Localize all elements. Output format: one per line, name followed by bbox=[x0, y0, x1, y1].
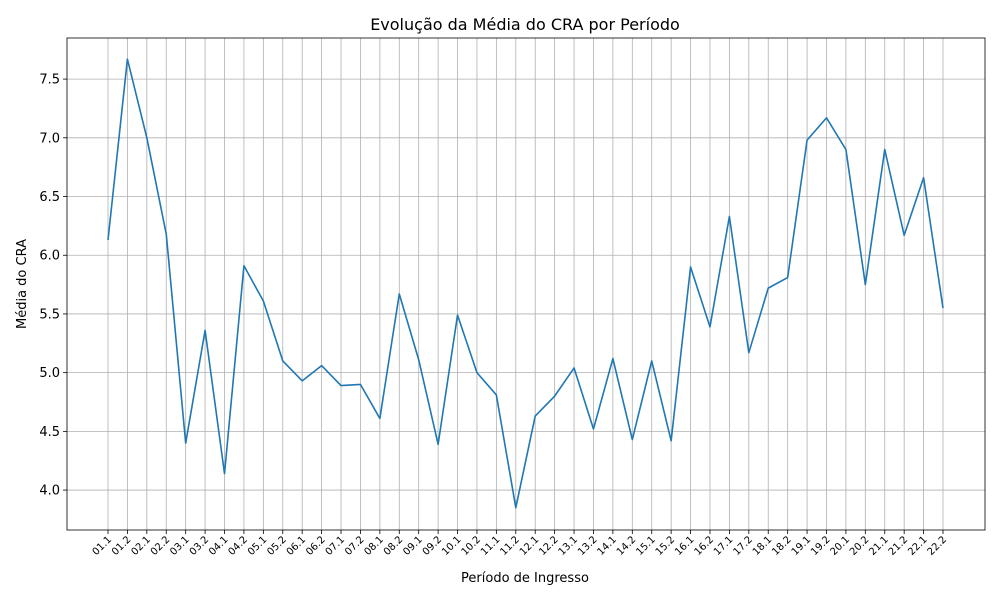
x-tick-label: 15.1 bbox=[634, 534, 658, 558]
x-tick-label: 07.2 bbox=[343, 534, 367, 558]
x-tick-label: 04.2 bbox=[227, 534, 251, 558]
x-tick-label: 01.2 bbox=[110, 534, 134, 558]
y-axis-label: Média do CRA bbox=[15, 239, 30, 329]
x-tick-label: 12.1 bbox=[518, 534, 542, 558]
x-tick-label: 02.2 bbox=[149, 534, 173, 558]
x-tick-label: 12.2 bbox=[537, 534, 561, 558]
plot-frame bbox=[66, 37, 986, 531]
x-tick-label: 20.1 bbox=[829, 534, 853, 558]
x-tick-label: 01.1 bbox=[91, 534, 115, 558]
x-tick-label: 13.2 bbox=[576, 534, 600, 558]
x-tick-label: 17.2 bbox=[731, 534, 755, 558]
x-tick-label: 09.1 bbox=[401, 534, 425, 558]
x-tick-label: 05.1 bbox=[246, 534, 270, 558]
x-tick-label: 06.1 bbox=[285, 534, 309, 558]
y-tick-label: 7.5 bbox=[39, 73, 60, 88]
y-tick-label: 4.0 bbox=[39, 484, 60, 499]
x-tick-label: 10.1 bbox=[440, 534, 464, 558]
x-tick-label: 21.2 bbox=[887, 534, 911, 558]
x-tick-label: 10.2 bbox=[460, 534, 484, 558]
x-tick-label: 16.1 bbox=[673, 534, 697, 558]
x-tick-label: 09.2 bbox=[421, 534, 445, 558]
x-tick-label: 18.2 bbox=[770, 534, 794, 558]
x-tick-label: 08.2 bbox=[382, 534, 406, 558]
series-line bbox=[107, 58, 944, 509]
x-tick-label: 15.2 bbox=[654, 534, 678, 558]
x-tick-label: 19.1 bbox=[790, 534, 814, 558]
grid-lines bbox=[67, 38, 985, 530]
x-tick-label: 11.1 bbox=[479, 534, 503, 558]
x-tick-label: 21.1 bbox=[867, 534, 891, 558]
chart-title: Evolução da Média do CRA por Período bbox=[370, 15, 680, 34]
x-axis-label: Período de Ingresso bbox=[461, 571, 589, 586]
x-tick-label: 06.2 bbox=[304, 534, 328, 558]
x-tick-label: 20.2 bbox=[848, 534, 872, 558]
series-layer bbox=[107, 58, 944, 509]
x-tick-label: 14.2 bbox=[615, 534, 639, 558]
x-tick-label: 14.1 bbox=[595, 534, 619, 558]
x-tick-label: 22.1 bbox=[906, 534, 930, 558]
y-tick-label: 6.5 bbox=[39, 190, 60, 205]
x-tick-label: 02.1 bbox=[129, 534, 153, 558]
x-tick-label: 11.2 bbox=[498, 534, 522, 558]
x-tick-label: 07.1 bbox=[324, 534, 348, 558]
x-tick-label: 08.1 bbox=[362, 534, 386, 558]
x-tick-label: 04.1 bbox=[207, 534, 231, 558]
x-axis: 01.101.202.102.203.103.204.104.205.105.2… bbox=[91, 530, 950, 558]
x-tick-label: 18.1 bbox=[751, 534, 775, 558]
x-tick-label: 05.2 bbox=[265, 534, 289, 558]
x-tick-label: 03.1 bbox=[168, 534, 192, 558]
y-tick-label: 6.0 bbox=[39, 249, 60, 264]
y-tick-label: 4.5 bbox=[39, 425, 60, 440]
x-tick-label: 22.2 bbox=[926, 534, 950, 558]
x-tick-label: 03.2 bbox=[188, 534, 212, 558]
y-axis: 4.0 4.5 5.0 5.5 6.0 6.5 7.0 7.5 bbox=[39, 73, 67, 499]
y-tick-label: 5.0 bbox=[39, 366, 60, 381]
x-tick-label: 13.1 bbox=[557, 534, 581, 558]
y-tick-label: 5.5 bbox=[39, 307, 60, 322]
x-tick-label: 17.1 bbox=[712, 534, 736, 558]
x-tick-label: 16.2 bbox=[693, 534, 717, 558]
y-tick-label: 7.0 bbox=[39, 131, 60, 146]
x-tick-label: 19.2 bbox=[809, 534, 833, 558]
